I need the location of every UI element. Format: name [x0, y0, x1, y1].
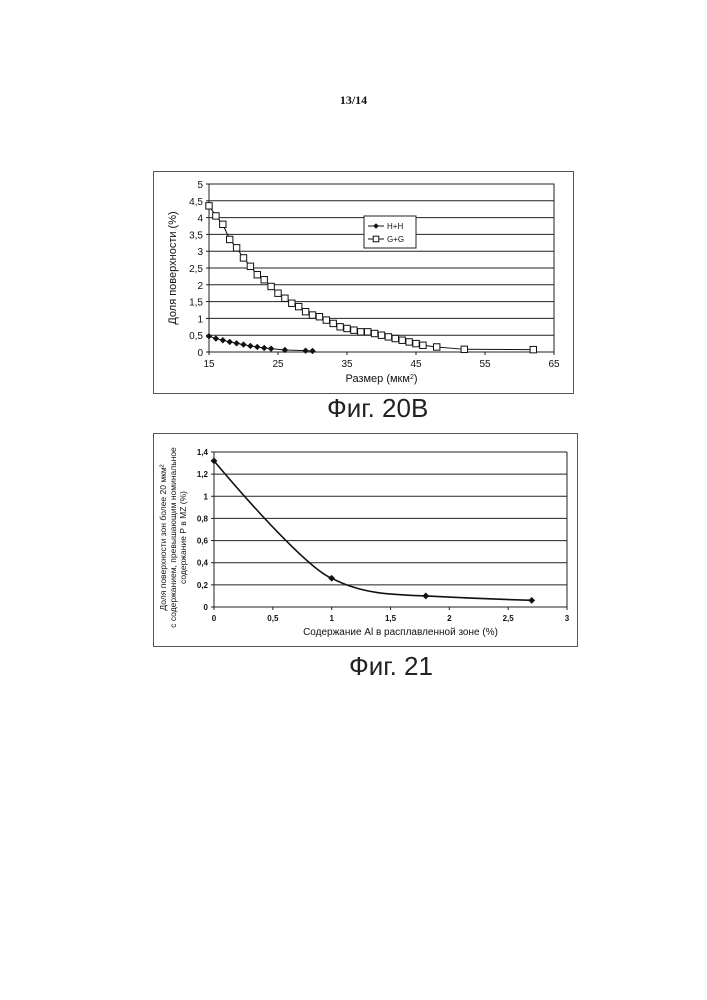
chart-fig20b: 0 0,5 1 1,5 2 2,5 3 3,5 4 4,5 5 15 25 35 45 55 65 Размер … [154, 172, 573, 393]
data-point-square [268, 283, 274, 289]
data-point-square [330, 320, 336, 326]
data-point-square [378, 332, 384, 338]
data-point-square [373, 236, 379, 242]
data-point-square [434, 344, 440, 350]
y-axis-label: Доля поверхности (%) [167, 211, 179, 324]
chart-fig21: 0 0,2 0,4 0,6 0,8 1 1,2 1,4 0 0,5 1 1,5 2 2,5 3 Содержа… [154, 434, 577, 646]
data-point-square [337, 324, 343, 330]
data-point-square [406, 339, 412, 345]
y-axis-label-line: с содержанием, превышающим номинальное [168, 447, 178, 628]
page-number: 13/14 [0, 93, 707, 108]
data-point-square [289, 300, 295, 306]
data-point-square [227, 236, 233, 242]
legend-label: H+H [387, 222, 403, 231]
x-axis-label: Содержание Al в расплавленной зоне (%) [303, 627, 498, 638]
data-point-square [309, 312, 315, 318]
data-point-square [385, 334, 391, 340]
y-tick-label: 1,2 [197, 470, 209, 479]
data-point-square [351, 327, 357, 333]
data-point-square [399, 337, 405, 343]
data-point-square [302, 308, 308, 314]
x-tick-label: 1,5 [385, 614, 397, 623]
x-tick-label: 3 [565, 614, 570, 623]
legend-label: G+G [387, 235, 404, 244]
plot-area [214, 452, 567, 607]
legend: H+H G+G [364, 216, 416, 248]
y-tick-label: 0,2 [197, 581, 209, 590]
y-tick-label: 0 [204, 603, 209, 612]
data-point-square [213, 213, 219, 219]
y-tick-label: 1,5 [189, 298, 203, 309]
data-point-square [220, 221, 226, 227]
data-point-square [358, 329, 364, 335]
x-tick-label: 45 [410, 359, 422, 370]
data-point-square [254, 272, 260, 278]
y-tick-label: 3 [197, 247, 203, 258]
data-point-square [247, 263, 253, 269]
x-axis-label: Размер (мкм2) [345, 373, 417, 385]
data-point-square [275, 290, 281, 296]
data-point-square [233, 245, 239, 251]
y-tick-label: 3,5 [189, 230, 203, 241]
x-tick-label: 2,5 [503, 614, 515, 623]
data-point-square [530, 346, 536, 352]
x-tick-label: 1 [329, 614, 334, 623]
data-point-square [420, 342, 426, 348]
data-point-square [365, 329, 371, 335]
data-point-square [316, 314, 322, 320]
chart-frame-fig21: 0 0,2 0,4 0,6 0,8 1 1,2 1,4 0 0,5 1 1,5 2 2,5 3 Содержа… [153, 433, 578, 647]
data-point-square [323, 317, 329, 323]
data-point-square [371, 330, 377, 336]
figure-caption-21: Фиг. 21 [349, 651, 433, 682]
data-point-square [413, 340, 419, 346]
y-tick-label: 0,6 [197, 537, 209, 546]
y-tick-label: 4 [197, 214, 203, 225]
data-point-square [206, 203, 212, 209]
x-tick-label: 65 [548, 359, 560, 370]
data-point-square [240, 255, 246, 261]
x-tick-label: 2 [447, 614, 452, 623]
x-tick-label: 35 [341, 359, 353, 370]
y-tick-label: 2 [197, 281, 203, 292]
x-tick-label: 15 [203, 359, 215, 370]
y-tick-label: 0 [197, 348, 203, 359]
y-tick-label: 0,5 [189, 331, 203, 342]
chart-frame-fig20b: 0 0,5 1 1,5 2 2,5 3 3,5 4 4,5 5 15 25 35 45 55 65 Размер … [153, 171, 574, 394]
y-tick-label: 0,4 [197, 559, 209, 568]
data-point-square [261, 277, 267, 283]
x-tick-label: 25 [272, 359, 284, 370]
y-tick-label: 0,8 [197, 514, 209, 523]
y-tick-label: 1 [204, 492, 209, 501]
data-point-square [296, 303, 302, 309]
y-tick-label: 4,5 [189, 197, 203, 208]
y-tick-label: 1,4 [197, 448, 209, 457]
figure-caption-20b: Фиг. 20В [327, 393, 428, 424]
y-axis-label-line: содержание Р в MZ (%) [178, 491, 188, 584]
y-tick-label: 1 [197, 314, 203, 325]
y-axis-label-line: Доля поверхности зон более 20 мкм² [158, 464, 168, 610]
x-tick-label: 55 [479, 359, 491, 370]
data-point-square [461, 346, 467, 352]
y-tick-label: 5 [197, 180, 203, 191]
y-tick-label: 2,5 [189, 264, 203, 275]
x-tick-label: 0,5 [267, 614, 279, 623]
data-point-square [344, 325, 350, 331]
data-point-square [392, 335, 398, 341]
data-point-square [282, 295, 288, 301]
x-tick-label: 0 [212, 614, 217, 623]
